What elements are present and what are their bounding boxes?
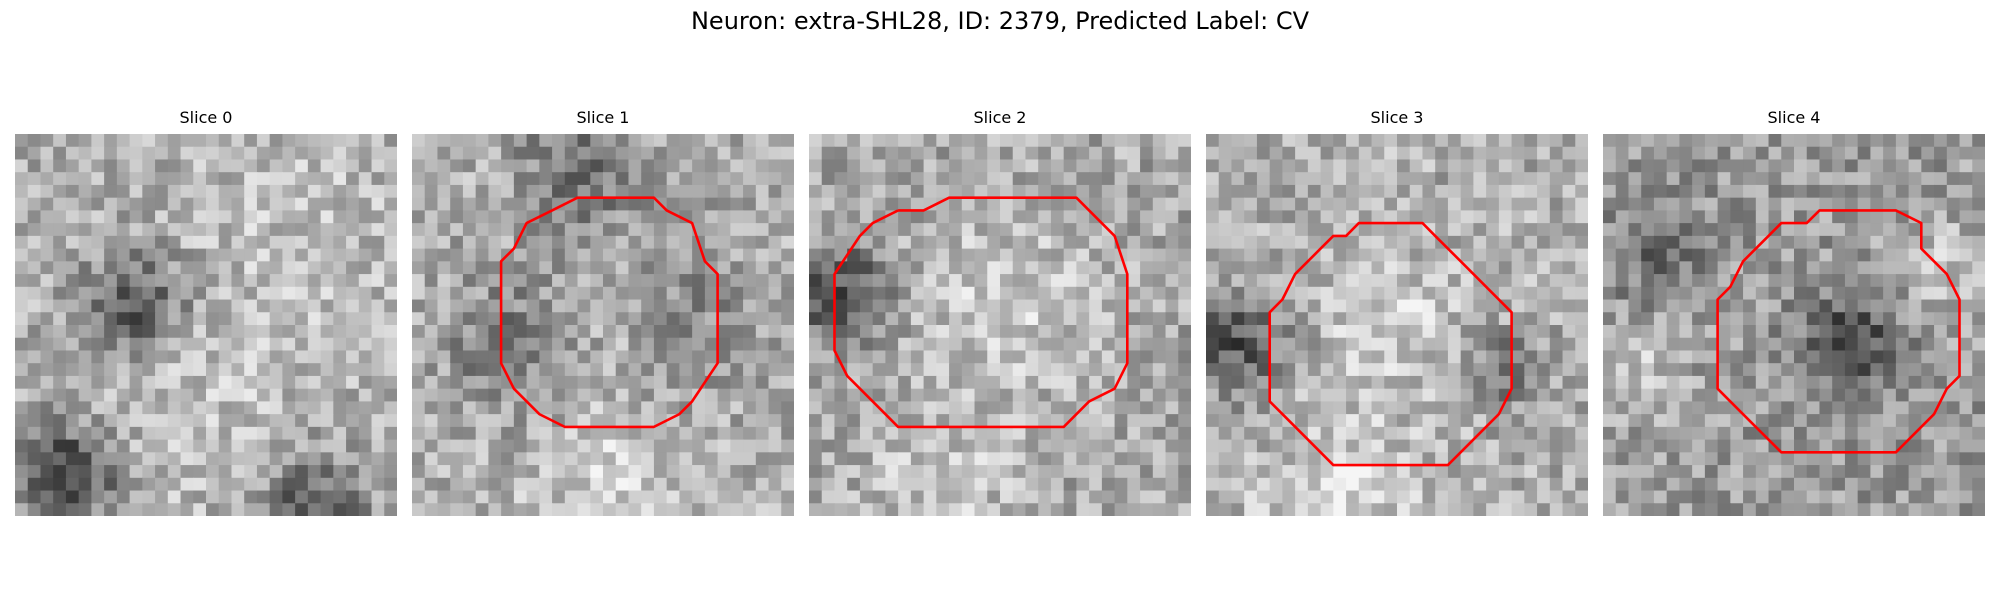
slice-panel-2: Slice 2 — [809, 108, 1191, 516]
slice-image-2 — [809, 134, 1191, 516]
roi-outline — [1268, 221, 1513, 467]
figure-title: Neuron: extra-SHL28, ID: 2379, Predicted… — [690, 7, 1310, 35]
slice-image-3 — [1206, 134, 1588, 516]
slice-title-0: Slice 0 — [179, 108, 233, 127]
slice-panel-4: Slice 4 — [1603, 108, 1985, 516]
roi-outline — [833, 196, 1129, 429]
slice-panel-1: Slice 1 — [412, 108, 794, 516]
slice-title-1: Slice 1 — [576, 108, 630, 127]
slice-panel-3: Slice 3 — [1206, 108, 1588, 516]
slice-panel-0: Slice 0 — [15, 108, 397, 516]
slice-title-2: Slice 2 — [973, 108, 1027, 127]
slice-title-3: Slice 3 — [1370, 108, 1424, 127]
slice-image-1 — [412, 134, 794, 516]
slice-image-0 — [15, 134, 397, 516]
slice-image-4 — [1603, 134, 1985, 516]
slice-title-4: Slice 4 — [1767, 108, 1821, 127]
roi-outline — [1716, 209, 1961, 454]
roi-outline — [499, 196, 719, 429]
